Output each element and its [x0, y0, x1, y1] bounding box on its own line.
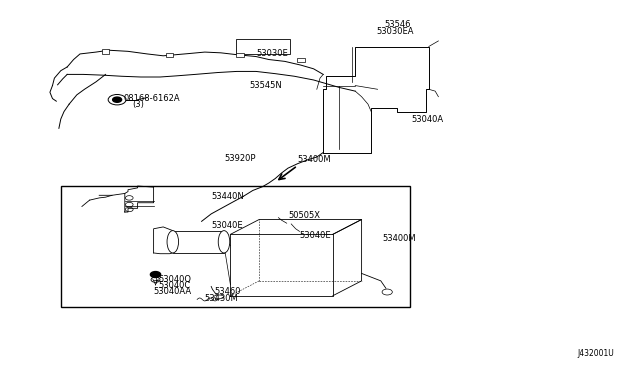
Text: 50505X: 50505X [288, 211, 320, 220]
Bar [297, 58, 305, 62]
Text: 53040E: 53040E [211, 221, 243, 230]
Text: J432001U: J432001U [578, 349, 614, 358]
Text: 53040A: 53040A [412, 115, 444, 124]
Text: 53040AA: 53040AA [154, 287, 192, 296]
Bar [173, 231, 224, 253]
Circle shape [150, 272, 161, 278]
Text: 53546: 53546 [384, 20, 410, 29]
Text: 53430M: 53430M [205, 294, 239, 303]
Text: 53040Q: 53040Q [159, 275, 192, 284]
Bar [236, 53, 244, 57]
Bar [61, 186, 410, 307]
Text: 08168-6162A: 08168-6162A [124, 94, 180, 103]
Text: 53400M: 53400M [383, 234, 417, 243]
Bar [166, 53, 173, 57]
Text: 53040C: 53040C [159, 281, 191, 290]
Text: (3): (3) [132, 100, 145, 109]
Bar [102, 49, 109, 54]
Bar [236, 39, 290, 54]
Text: 53400M: 53400M [298, 155, 332, 164]
Text: 53030EA: 53030EA [376, 27, 414, 36]
Text: 53040E: 53040E [300, 231, 331, 240]
Text: 53460: 53460 [214, 287, 241, 296]
Circle shape [113, 97, 122, 102]
Ellipse shape [214, 295, 224, 299]
Text: 53545N: 53545N [250, 81, 282, 90]
Text: 53030E: 53030E [256, 49, 288, 58]
Text: 53920P: 53920P [224, 154, 255, 163]
Text: 53440N: 53440N [211, 192, 244, 201]
Ellipse shape [218, 231, 230, 253]
Ellipse shape [167, 231, 179, 253]
